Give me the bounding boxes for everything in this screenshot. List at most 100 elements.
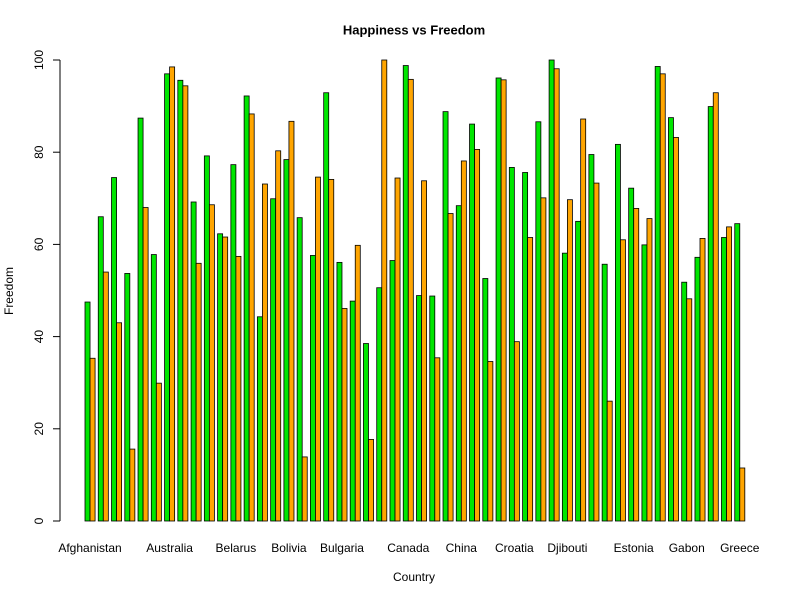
bar <box>84 301 91 522</box>
bar <box>217 233 224 522</box>
bar <box>588 154 595 522</box>
bar <box>712 92 719 522</box>
bar <box>248 113 255 522</box>
bar <box>296 217 303 522</box>
x-tick-label: Greece <box>720 541 760 555</box>
bar <box>288 120 295 522</box>
x-tick-label: China <box>446 541 478 555</box>
bar <box>575 220 582 522</box>
bar <box>301 456 308 522</box>
x-tick-label: Bulgaria <box>320 541 364 555</box>
bar <box>275 150 282 522</box>
y-tick-label: 40 <box>32 330 46 344</box>
bar <box>508 167 515 522</box>
y-tick-label: 20 <box>32 422 46 436</box>
bar <box>394 177 401 522</box>
bar <box>195 262 202 522</box>
bar <box>315 176 321 522</box>
bar <box>566 199 573 522</box>
bar <box>407 78 414 522</box>
bar <box>561 252 568 522</box>
x-tick-label: Bolivia <box>271 541 307 555</box>
x-tick-label: Croatia <box>495 541 534 555</box>
bar <box>89 357 96 522</box>
bar <box>363 343 369 522</box>
bar <box>628 187 635 522</box>
bar <box>137 117 144 522</box>
bar <box>654 66 661 522</box>
bar <box>142 207 149 522</box>
bar <box>190 201 197 522</box>
bar <box>615 143 621 522</box>
bar <box>262 183 268 522</box>
bar <box>694 256 701 522</box>
x-axis-label: Country <box>393 570 435 584</box>
bar <box>580 118 587 522</box>
bar <box>177 79 184 522</box>
bar <box>721 237 727 522</box>
bar <box>208 204 215 522</box>
bar <box>460 160 467 522</box>
bar <box>389 260 396 522</box>
bar <box>548 59 555 522</box>
bar <box>349 300 356 522</box>
bar <box>116 322 122 522</box>
bar <box>182 85 189 522</box>
bar <box>155 382 162 522</box>
bar <box>429 295 436 522</box>
bar <box>416 295 422 522</box>
bar <box>495 77 502 522</box>
bar <box>739 467 746 522</box>
bar <box>686 298 693 522</box>
y-tick-label: 0 <box>32 517 46 524</box>
y-tick-label: 80 <box>32 145 46 159</box>
bar <box>487 361 494 522</box>
bar <box>726 226 732 522</box>
bar <box>681 281 688 522</box>
chart-title: Happiness vs Freedom <box>343 22 485 37</box>
bar <box>421 180 427 522</box>
bar <box>434 357 441 522</box>
bar <box>111 177 117 522</box>
bar <box>620 239 626 522</box>
bar <box>203 155 210 522</box>
bar <box>455 205 462 522</box>
bar <box>447 213 454 522</box>
bar <box>164 73 170 522</box>
y-tick-label: 60 <box>32 237 46 251</box>
bar <box>336 261 343 522</box>
bar <box>535 121 542 522</box>
y-axis-label: Freedom <box>2 267 16 315</box>
bar <box>243 95 250 522</box>
bar <box>474 149 481 522</box>
bar <box>633 208 640 522</box>
bar <box>129 448 136 522</box>
bar <box>659 73 666 522</box>
bar <box>341 308 348 522</box>
x-tick-label: Afghanistan <box>58 541 121 555</box>
bar <box>230 164 237 522</box>
bar <box>707 106 714 522</box>
bar <box>668 117 674 522</box>
x-tick-label: Estonia <box>614 541 654 555</box>
bar <box>442 111 449 522</box>
bar <box>522 172 529 522</box>
bar <box>402 65 409 522</box>
bar <box>641 244 648 522</box>
bar <box>381 59 388 522</box>
bar <box>527 237 534 522</box>
bar <box>256 316 263 522</box>
bar <box>673 137 679 522</box>
bar <box>376 287 383 522</box>
x-tick-label: Gabon <box>669 541 705 555</box>
y-tick-label: 100 <box>32 50 46 70</box>
x-tick-label: Djibouti <box>547 541 587 555</box>
bar <box>553 68 560 522</box>
bar <box>601 263 608 522</box>
bar <box>310 255 316 522</box>
bar <box>283 159 290 522</box>
bar <box>97 216 104 522</box>
bar <box>606 400 613 522</box>
